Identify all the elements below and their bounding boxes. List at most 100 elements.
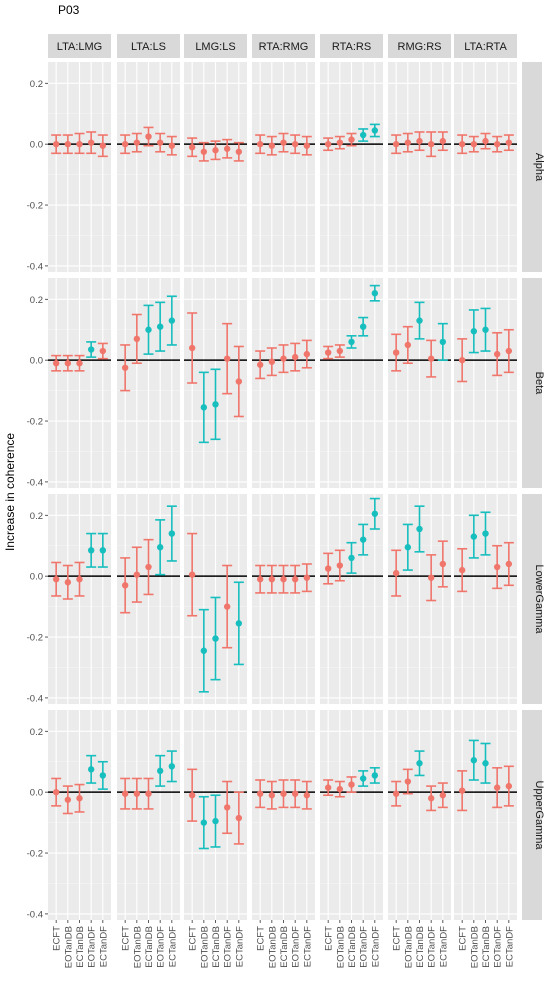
errorbar-point: [62, 564, 73, 600]
row-strip: [522, 62, 542, 272]
column-strip: [454, 34, 517, 58]
mean-point: [291, 576, 299, 583]
y-tick-label: 0.0: [30, 572, 43, 583]
errorbar-point: [290, 779, 301, 809]
mean-point: [156, 323, 164, 330]
row-strip-label: LowerGamma: [533, 564, 545, 634]
mean-point: [458, 356, 466, 364]
errorbar-point: [97, 760, 108, 790]
facet-panel: [320, 494, 383, 704]
mean-point: [392, 349, 400, 356]
row-strip-label: Beta: [533, 372, 545, 396]
errorbar-point: [402, 523, 413, 571]
column-strip: [320, 34, 383, 58]
errorbar-point: [346, 776, 357, 793]
mean-point: [324, 140, 332, 148]
mean-point: [505, 782, 513, 790]
mean-point: [200, 819, 208, 826]
errorbar-point: [51, 561, 62, 597]
errorbar-point: [369, 767, 380, 784]
mean-point: [336, 139, 344, 146]
errorbar-point: [334, 135, 345, 150]
errorbar-point: [457, 338, 468, 383]
mean-point: [291, 353, 299, 361]
errorbar-point: [233, 141, 244, 162]
mean-point: [291, 790, 299, 797]
errorbar-point: [457, 547, 468, 593]
errorbar-point: [131, 777, 142, 810]
facet-panel: [184, 62, 247, 272]
mean-point: [470, 757, 478, 764]
mean-point: [235, 814, 243, 822]
mean-point: [133, 139, 141, 146]
errorbar-point: [358, 770, 369, 787]
mean-point: [256, 361, 264, 368]
mean-point: [416, 525, 423, 533]
mean-point: [223, 355, 231, 362]
x-tick-label: EOTanDF: [223, 926, 234, 968]
mean-point: [52, 576, 60, 583]
mean-point: [470, 328, 478, 335]
mean-point: [145, 133, 152, 140]
facet-panel: [48, 710, 111, 920]
errorbar-point: [426, 554, 437, 602]
errorbar-point: [86, 532, 97, 568]
mean-point: [223, 603, 231, 610]
mean-point: [168, 530, 176, 537]
x-tick-label: EOTanDB: [403, 926, 414, 968]
x-tick-label: ECTanDF: [302, 926, 313, 967]
errorbar-point: [369, 497, 380, 530]
mean-point: [156, 767, 164, 775]
y-tick-label: -0.2: [27, 633, 43, 644]
mean-point: [223, 145, 231, 152]
errorbar-point: [290, 134, 301, 155]
mean-point: [493, 140, 501, 148]
errorbar-point: [278, 779, 289, 809]
errorbar-point: [391, 549, 402, 597]
mean-point: [482, 137, 489, 145]
mean-point: [99, 772, 107, 779]
mean-point: [168, 142, 176, 149]
mean-point: [371, 772, 379, 779]
mean-point: [336, 562, 344, 569]
x-tick-label: ECFT: [121, 926, 132, 951]
x-tick-label: ECFT: [392, 926, 403, 951]
mean-point: [280, 139, 287, 146]
row-strip-label: Alpha: [533, 153, 545, 182]
column-strip-label: LMG:LS: [195, 41, 235, 53]
x-tick-label: ECTanDB: [415, 926, 426, 968]
column-strip: [252, 34, 315, 58]
errorbar-point: [97, 342, 108, 360]
mean-point: [76, 576, 83, 583]
mean-point: [64, 796, 72, 803]
row-strip: [522, 494, 542, 704]
mean-point: [482, 530, 489, 537]
facet-panel: [117, 710, 180, 920]
errorbar-point: [74, 132, 85, 155]
mean-point: [145, 563, 152, 571]
errorbar-point: [166, 135, 177, 156]
errorbar-point: [86, 131, 97, 155]
y-tick-label: 0.2: [30, 79, 43, 90]
mean-point: [99, 347, 107, 355]
mean-point: [87, 139, 95, 146]
row-strip: [522, 710, 542, 920]
y-tick-label: -0.4: [27, 477, 43, 488]
errorbar-point: [358, 523, 369, 556]
mean-point: [188, 792, 196, 799]
mean-point: [121, 140, 129, 148]
facet-panel: [117, 494, 180, 704]
mean-point: [268, 142, 276, 149]
errorbar-point: [468, 309, 479, 354]
errorbar-point: [187, 312, 198, 384]
mean-point: [359, 775, 367, 782]
mean-point: [212, 147, 219, 154]
mean-point: [505, 139, 513, 146]
column-strip-label: LTA:LS: [131, 41, 166, 53]
errorbar-point: [437, 782, 448, 809]
errorbar-point: [346, 541, 357, 574]
mean-point: [268, 576, 276, 583]
errorbar-point: [468, 514, 479, 559]
x-tick-label: ECFT: [324, 926, 335, 951]
column-strip: [117, 34, 180, 58]
